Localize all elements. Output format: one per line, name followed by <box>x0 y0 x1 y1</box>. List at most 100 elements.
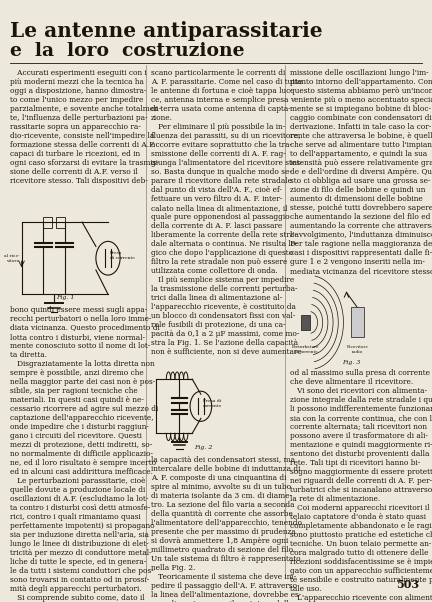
Text: rici, contro i quali rimaniamo quasi: rici, contro i quali rimaniamo quasi <box>10 513 140 521</box>
Text: Le perturbazioni parassitarie, cioè: Le perturbazioni parassitarie, cioè <box>10 477 145 485</box>
Text: sogno maggiormente di essere protetti: sogno maggiormente di essere protetti <box>290 468 432 476</box>
Text: ogni caso sforzarsi di evitare la trasmis-: ogni caso sforzarsi di evitare la trasmi… <box>10 159 159 167</box>
Text: millimetro quadrato di sezione del filo.: millimetro quadrato di sezione del filo. <box>151 546 295 554</box>
Text: stesse, poiché tutti dovrebbero sapere: stesse, poiché tutti dovrebbero sapere <box>290 204 432 212</box>
Text: questo sistema abbiamo però un'incon-: questo sistema abbiamo però un'incon- <box>290 87 432 95</box>
Text: ricevitore stesso. Tali dispositivi deb-: ricevitore stesso. Tali dispositivi deb- <box>10 177 147 185</box>
Bar <box>56 217 65 228</box>
Text: intercalare delle bobine di induttanza di: intercalare delle bobine di induttanza d… <box>151 465 301 473</box>
Text: missione delle oscillazioni lungo l'im-: missione delle oscillazioni lungo l'im- <box>290 69 429 77</box>
Text: materiali. In questi casi quindi è ne-: materiali. In questi casi quindi è ne- <box>10 396 143 404</box>
Text: formazione stessa delle correnti di A.F.: formazione stessa delle correnti di A.F. <box>10 141 155 149</box>
Text: Teoricamente il sistema che deve im-: Teoricamente il sistema che deve im- <box>151 573 296 581</box>
Text: sempre è possibile, anzi diremo che: sempre è possibile, anzi diremo che <box>10 369 143 377</box>
Text: pedire il passaggio dell'A. F. attraverso: pedire il passaggio dell'A. F. attravers… <box>151 582 297 590</box>
Text: oggi a disposizione, hanno dimostra-: oggi a disposizione, hanno dimostra- <box>10 87 146 95</box>
Text: sia per induzione diretta nell'aria, sia: sia per induzione diretta nell'aria, sia <box>10 531 148 539</box>
Text: della corrente di A. F. lasci passare: della corrente di A. F. lasci passare <box>151 222 283 230</box>
Text: Fig. 3: Fig. 3 <box>342 360 360 365</box>
Text: tro. La sezione del filo varia a seconda: tro. La sezione del filo varia a seconda <box>151 501 295 509</box>
Text: smissione delle correnti di A. F. rag-: smissione delle correnti di A. F. rag- <box>151 150 286 158</box>
Bar <box>301 315 310 330</box>
Text: tricità per mezzo di conduttore metal-: tricità per mezzo di conduttore metal- <box>10 549 151 557</box>
Text: so. Basta dunque in qualche modo se-: so. Basta dunque in qualche modo se- <box>151 168 292 176</box>
Text: Le antenne antiparassitarie: Le antenne antiparassitarie <box>10 21 322 41</box>
Text: le da tutti i sistemi conduttori che pos-: le da tutti i sistemi conduttori che pos… <box>10 567 153 575</box>
Text: quale pure opponendosi al passaggio: quale pure opponendosi al passaggio <box>151 213 290 221</box>
Text: si dovrà ammettere 1,8 Ampère ogni: si dovrà ammettere 1,8 Ampère ogni <box>151 537 289 545</box>
Text: presente che per massimo di prudenza: presente che per massimo di prudenza <box>151 528 296 536</box>
Text: la linea dell'alimentazione, dovrebbe es-: la linea dell'alimentazione, dovrebbe es… <box>151 591 302 598</box>
Text: stra la Fig. 1. Se l'azione della capacità: stra la Fig. 1. Se l'azione della capaci… <box>151 339 298 347</box>
Text: più moderni mezzi che la tecnica ha: più moderni mezzi che la tecnica ha <box>10 78 143 86</box>
Text: la rete di alimentazione.: la rete di alimentazione. <box>290 495 381 503</box>
Text: liberamente la corrente della rete stra-: liberamente la corrente della rete stra- <box>151 231 297 239</box>
Text: diata vicinanza. Questo procedimento di: diata vicinanza. Questo procedimento di <box>10 324 159 332</box>
Text: che deve alimentare il ricevitore.: che deve alimentare il ricevitore. <box>290 378 413 386</box>
Text: tecniche. Un buon telaio permette an-: tecniche. Un buon telaio permette an- <box>290 540 432 548</box>
Text: dale alternata o continua. Ne risulta lo-: dale alternata o continua. Ne risulta lo… <box>151 240 298 248</box>
Text: gico che dopo l'applicazione di questo: gico che dopo l'applicazione di questo <box>151 249 293 257</box>
Text: recchi perturbatori o nella loro imme-: recchi perturbatori o nella loro imme- <box>10 315 151 323</box>
Bar <box>351 308 364 338</box>
Text: sono piuttosto pratiche ed estetiche che: sono piuttosto pratiche ed estetiche che <box>290 531 432 539</box>
Text: sibile, sia per ragioni tecniche che: sibile, sia per ragioni tecniche che <box>10 387 137 395</box>
Text: role fusibili di protezione, di una ca-: role fusibili di protezione, di una ca- <box>151 321 286 329</box>
Text: caggio combinate con condensatori di: caggio combinate con condensatori di <box>290 114 432 122</box>
Text: telaio captatore d'onda è stato quasi: telaio captatore d'onda è stato quasi <box>290 513 426 521</box>
Text: derivazione. Infatti in tale caso la cor-: derivazione. Infatti in tale caso la cor… <box>290 123 432 131</box>
Text: pianto intorno dell'appartamento. Con: pianto intorno dell'appartamento. Con <box>290 78 432 86</box>
Text: te sensibile e costruito naturalmente per: te sensibile e costruito naturalmente pe… <box>290 576 432 584</box>
Text: gano i circuiti del ricevitore. Questi: gano i circuiti del ricevitore. Questi <box>10 432 141 440</box>
Text: captazione dell'apparecchio ricevente,: captazione dell'apparecchio ricevente, <box>10 414 153 422</box>
Text: Presa
di corrente: Presa di corrente <box>110 251 135 259</box>
Text: rete. Tali tipi di ricevitori hanno bi-: rete. Tali tipi di ricevitori hanno bi- <box>290 459 421 467</box>
Text: ricezioni soddisfacentissime se è impie-: ricezioni soddisfacentissime se è impie- <box>290 557 432 566</box>
Text: to dell'appartamento, e quindi la sua: to dell'appartamento, e quindi la sua <box>290 150 427 158</box>
Text: cessario ricorrere ad agire sul mezzo di: cessario ricorrere ad agire sul mezzo di <box>10 405 158 413</box>
Text: trici dalla linea di alimentazione al-: trici dalla linea di alimentazione al- <box>151 294 283 302</box>
Text: completamente abbandonato e le ragioni: completamente abbandonato e le ragioni <box>290 522 432 530</box>
Text: le antenne di fortuna e cioè tappa luc-: le antenne di fortuna e cioè tappa luc- <box>151 87 293 95</box>
Text: bono quindi essere messi sugli appa-: bono quindi essere messi sugli appa- <box>10 306 147 314</box>
Text: l'alimentatore dell'apparecchio, tenendo: l'alimentatore dell'apparecchio, tenendo <box>151 519 302 527</box>
Bar <box>43 217 52 228</box>
Text: filtro la rete stradale non può essere: filtro la rete stradale non può essere <box>151 258 288 266</box>
Text: Si comprende subito come, dato il: Si comprende subito come, dato il <box>10 594 144 602</box>
Text: Coi moderni apparecchi ricevitori il: Coi moderni apparecchi ricevitori il <box>290 504 430 512</box>
Text: Ricevitore
radio: Ricevitore radio <box>346 346 368 354</box>
Text: sia con la corrente continua, che con la: sia con la corrente continua, che con la <box>290 414 432 422</box>
Text: zione.: zione. <box>151 114 173 122</box>
Text: casi i dispositivi rappresentati dalle fi-: casi i dispositivi rappresentati dalle f… <box>290 249 432 257</box>
Text: mediata vicinanza del ricevitore stesso,: mediata vicinanza del ricevitore stesso, <box>290 267 432 275</box>
Text: sono trovarsi in contatto od in prossi-: sono trovarsi in contatto od in prossi- <box>10 576 149 584</box>
Text: ta diretta.: ta diretta. <box>10 352 47 359</box>
Text: te, l'influenza delle perturbazioni pa-: te, l'influenza delle perturbazioni pa- <box>10 114 147 122</box>
Text: ce, antenna interna e semplice presa: ce, antenna interna e semplice presa <box>151 96 289 104</box>
Text: spire al minimo, avvolte su di un tubo: spire al minimo, avvolte su di un tubo <box>151 483 291 491</box>
Text: L'apparecchio ricevente con alimenta-: L'apparecchio ricevente con alimenta- <box>290 594 432 601</box>
Text: gure 1 e 2 vengono inseriti nella im-: gure 1 e 2 vengono inseriti nella im- <box>290 258 425 266</box>
Text: Accurati esperimenti eseguiti con i: Accurati esperimenti eseguiti con i <box>10 69 146 77</box>
Text: gato con un apparecchio sufficientemen-: gato con un apparecchio sufficientemen- <box>290 566 432 575</box>
Text: l'avvolgimento, l'induttanza diminuisce.: l'avvolgimento, l'induttanza diminuisce. <box>290 231 432 239</box>
Text: de e dell'ordine di diversi Ampère. Que-: de e dell'ordine di diversi Ampère. Que- <box>290 168 432 176</box>
Text: nella maggior parte dei casi non è pos-: nella maggior parte dei casi non è pos- <box>10 378 155 386</box>
Text: ta contro i disturbi così detti atmosfe-: ta contro i disturbi così detti atmosfe- <box>10 504 150 512</box>
Text: Presa di
corrente: Presa di corrente <box>203 399 222 408</box>
Text: Il più semplice sistema per impedire: Il più semplice sistema per impedire <box>151 276 295 284</box>
Text: della quantità di corrente che assorbe: della quantità di corrente che assorbe <box>151 510 293 518</box>
Text: di terra usata come antenna di capta-: di terra usata come antenna di capta- <box>151 105 291 113</box>
Text: mente se si impiegano bobine di bloc-: mente se si impiegano bobine di bloc- <box>290 105 431 113</box>
Text: dio-ricevente, consiste nell'impedire la: dio-ricevente, consiste nell'impedire la <box>10 132 154 140</box>
Text: mentazione e quindi maggiormente ri-: mentazione e quindi maggiormente ri- <box>290 441 432 449</box>
Text: od al massimo sulla presa di corrente: od al massimo sulla presa di corrente <box>290 369 430 377</box>
Text: l'apparecchio ricevente, è costituito da: l'apparecchio ricevente, è costituito da <box>151 303 296 311</box>
Text: nei riguardi delle correnti di A. F. per-: nei riguardi delle correnti di A. F. per… <box>290 477 432 485</box>
Text: turbatrici che si incanalano attraverso: turbatrici che si incanalano attraverso <box>290 486 432 494</box>
Text: fluenza dei parassiti, su di un ricevitore,: fluenza dei parassiti, su di un ricevito… <box>151 132 301 140</box>
Text: mità degli apparecchi perturbatori.: mità degli apparecchi perturbatori. <box>10 585 141 593</box>
Text: lungo le linee di distribuzione di elet-: lungo le linee di distribuzione di elet- <box>10 540 148 548</box>
Text: possono avere il trasformatore di ali-: possono avere il trasformatore di ali- <box>290 432 428 440</box>
Text: giunga l'alimentatore del ricevitore stes-: giunga l'alimentatore del ricevitore ste… <box>151 159 303 167</box>
